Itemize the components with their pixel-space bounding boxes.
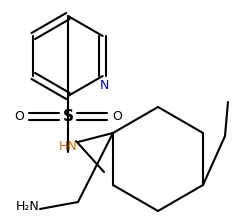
Text: HN: HN xyxy=(59,140,77,153)
Text: O: O xyxy=(14,110,24,123)
Text: N: N xyxy=(100,79,109,92)
Text: H₂N: H₂N xyxy=(16,200,40,213)
Text: S: S xyxy=(62,108,73,123)
Text: O: O xyxy=(112,110,122,123)
